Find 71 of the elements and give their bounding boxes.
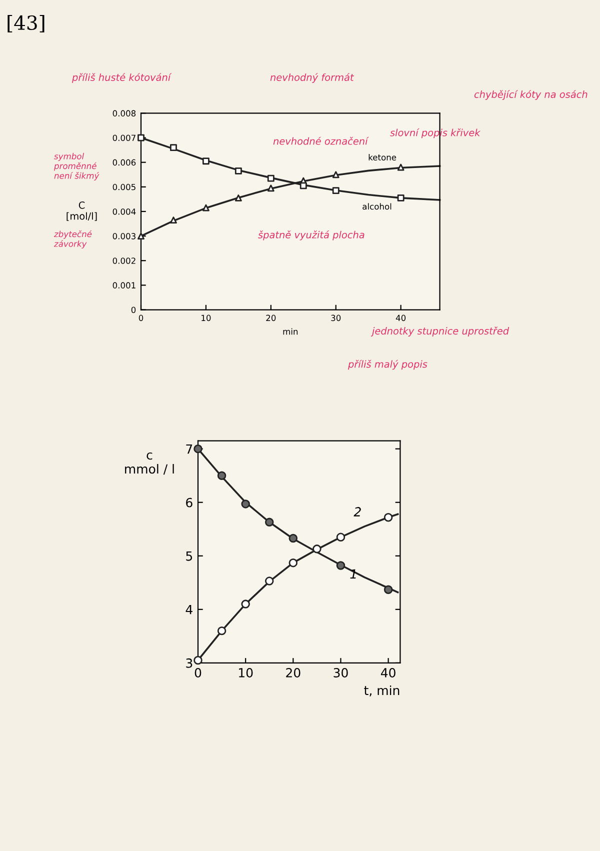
x-axis-title: min bbox=[283, 328, 298, 335]
point bbox=[170, 144, 177, 152]
point bbox=[288, 534, 298, 543]
point bbox=[384, 512, 393, 522]
point bbox=[397, 164, 404, 171]
text: symbol proměnné není šikmý bbox=[54, 152, 100, 180]
point bbox=[138, 232, 144, 240]
y-tick-label: 0 bbox=[131, 306, 136, 314]
point bbox=[312, 544, 322, 554]
text: nevhodný formát bbox=[270, 73, 354, 83]
point bbox=[332, 171, 340, 178]
x-tick-label: 10 bbox=[202, 314, 211, 322]
point bbox=[267, 174, 274, 182]
point bbox=[202, 158, 210, 165]
point bbox=[194, 444, 202, 454]
y-tick-label: 6 bbox=[186, 498, 192, 508]
text: [43] bbox=[8, 15, 44, 32]
point bbox=[267, 184, 274, 192]
point bbox=[288, 558, 298, 568]
series-label: 1 bbox=[350, 569, 356, 579]
text: chybějící kóty na osách bbox=[474, 90, 588, 100]
point bbox=[241, 500, 250, 508]
point bbox=[300, 182, 307, 190]
y-tick-label: 0.004 bbox=[112, 208, 136, 215]
y-tick-label: 0.006 bbox=[112, 159, 136, 166]
y-axis-title: C [mol/l] bbox=[66, 201, 97, 221]
annotation: nevhodné označení bbox=[273, 136, 369, 145]
text: zbytečné závorky bbox=[54, 230, 92, 249]
x-tick-label: 10 bbox=[238, 668, 253, 678]
series-label: ketone bbox=[368, 154, 396, 160]
annotation: špatně využitá plocha bbox=[258, 230, 364, 240]
x-tick-label: 20 bbox=[266, 314, 276, 322]
x-tick-label: 30 bbox=[334, 668, 348, 678]
y-tick-label: 0.002 bbox=[112, 258, 136, 264]
y-tick-label: 7 bbox=[186, 444, 192, 454]
y-tick-label: 3 bbox=[186, 658, 192, 668]
x-axis-title: t, min bbox=[364, 685, 400, 696]
point bbox=[217, 626, 226, 636]
y-tick-label: 0.003 bbox=[112, 233, 136, 240]
point bbox=[217, 471, 226, 480]
y-tick-label: 5 bbox=[186, 552, 192, 561]
point bbox=[170, 216, 177, 224]
point bbox=[264, 518, 274, 527]
series-label: alcohol bbox=[362, 203, 392, 210]
point bbox=[332, 187, 340, 194]
text: jednotky stupnice uprostřed bbox=[370, 326, 510, 336]
point bbox=[336, 532, 346, 542]
point bbox=[264, 576, 274, 586]
text: příliš husté kótování bbox=[72, 73, 172, 83]
point bbox=[234, 167, 242, 174]
x-tick-label: 20 bbox=[286, 668, 300, 678]
point bbox=[384, 585, 393, 594]
text: příliš malý popis bbox=[348, 360, 428, 370]
x-tick-label: 0 bbox=[194, 668, 202, 678]
series-label: 2 bbox=[354, 507, 361, 516]
y-tick-label: 0.001 bbox=[112, 282, 136, 288]
x-tick-label: 40 bbox=[396, 314, 406, 322]
x-tick-label: 30 bbox=[331, 314, 341, 322]
point bbox=[241, 600, 250, 608]
y-tick-label: 0.005 bbox=[112, 184, 136, 190]
y-tick-label: 4 bbox=[186, 605, 192, 614]
point bbox=[234, 194, 242, 202]
x-tick-label: 40 bbox=[380, 668, 396, 678]
point bbox=[336, 561, 346, 570]
y-tick-label: 0.007 bbox=[112, 134, 136, 142]
point bbox=[138, 134, 144, 142]
x-tick-label: 0 bbox=[138, 314, 144, 322]
point bbox=[397, 194, 404, 202]
y-axis-title: c mmol / l bbox=[125, 452, 174, 475]
point bbox=[202, 204, 210, 212]
y-tick-label: 0.008 bbox=[112, 110, 136, 116]
